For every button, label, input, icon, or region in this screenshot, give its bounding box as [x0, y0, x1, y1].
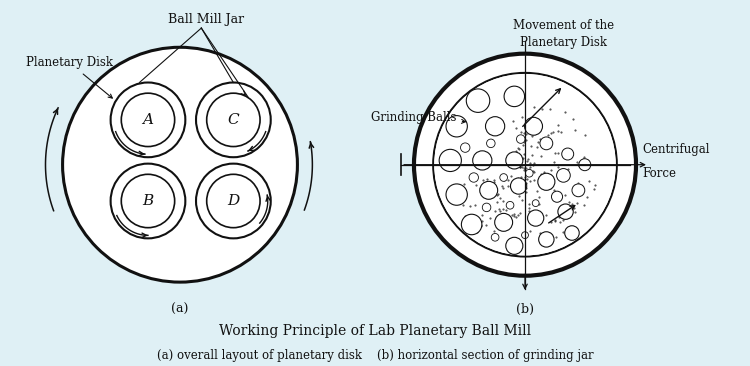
Circle shape [414, 54, 636, 276]
Circle shape [579, 159, 591, 171]
Text: Working Principle of Lab Planetary Ball Mill: Working Principle of Lab Planetary Ball … [219, 324, 531, 338]
Circle shape [110, 82, 185, 157]
Circle shape [504, 86, 524, 107]
Circle shape [446, 184, 467, 205]
Circle shape [500, 174, 508, 182]
Circle shape [461, 214, 482, 235]
Circle shape [62, 47, 298, 282]
Circle shape [527, 210, 544, 226]
Circle shape [485, 117, 505, 136]
Circle shape [565, 226, 579, 240]
Circle shape [122, 93, 175, 146]
Circle shape [433, 73, 616, 257]
Circle shape [556, 169, 570, 182]
Circle shape [551, 191, 562, 202]
Circle shape [517, 135, 525, 143]
Circle shape [207, 93, 260, 146]
Circle shape [526, 169, 533, 177]
Circle shape [466, 89, 490, 112]
Circle shape [440, 149, 461, 172]
Circle shape [446, 116, 467, 137]
Text: Movement of the: Movement of the [513, 19, 614, 32]
Circle shape [480, 182, 498, 199]
Circle shape [196, 82, 271, 157]
Circle shape [572, 184, 585, 197]
Circle shape [495, 213, 512, 231]
Circle shape [506, 237, 523, 254]
Circle shape [196, 164, 271, 238]
Circle shape [207, 174, 260, 228]
Circle shape [491, 234, 499, 241]
Text: Centrifugal: Centrifugal [643, 143, 710, 156]
Text: (a): (a) [171, 303, 189, 316]
Text: Planetary Disk: Planetary Disk [520, 36, 607, 49]
Circle shape [532, 200, 539, 206]
Circle shape [469, 173, 478, 182]
Text: Force: Force [643, 167, 676, 180]
Circle shape [110, 164, 185, 238]
Circle shape [434, 74, 616, 255]
Circle shape [460, 143, 470, 152]
Text: A: A [142, 113, 154, 127]
Text: Ball Mill Jar: Ball Mill Jar [167, 13, 244, 26]
Text: (b): (b) [516, 303, 534, 316]
Text: B: B [142, 194, 154, 208]
Circle shape [540, 137, 553, 150]
Circle shape [511, 178, 526, 194]
Circle shape [472, 151, 492, 170]
Circle shape [558, 204, 573, 219]
Circle shape [524, 117, 542, 135]
Text: (a) overall layout of planetary disk    (b) horizontal section of grinding jar: (a) overall layout of planetary disk (b)… [157, 348, 593, 362]
Circle shape [538, 232, 554, 247]
Circle shape [506, 152, 523, 169]
Circle shape [562, 148, 574, 160]
Circle shape [487, 139, 495, 147]
Text: Planetary Disk: Planetary Disk [26, 56, 113, 98]
Circle shape [538, 173, 555, 190]
Text: Grinding Balls: Grinding Balls [371, 111, 466, 124]
Circle shape [506, 201, 514, 209]
Circle shape [482, 203, 490, 212]
Text: D: D [227, 194, 239, 208]
Circle shape [122, 174, 175, 228]
Text: C: C [227, 113, 239, 127]
Circle shape [521, 232, 529, 239]
